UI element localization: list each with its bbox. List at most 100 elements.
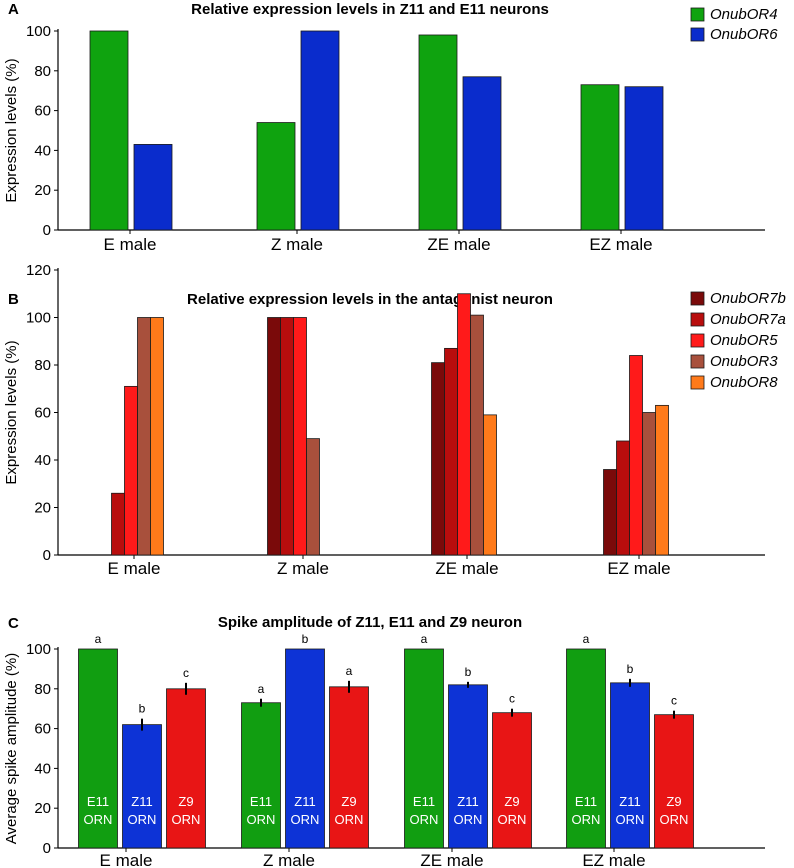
bar-label: Z11 xyxy=(619,794,640,809)
bar-label: ORN xyxy=(172,812,201,827)
bar xyxy=(642,412,656,556)
bar xyxy=(150,317,164,556)
y-tick-label: 0 xyxy=(43,222,51,239)
significance-letter: b xyxy=(465,665,472,679)
panel-label: C xyxy=(8,615,19,632)
bar xyxy=(566,648,606,849)
x-tick-label: E male xyxy=(104,235,157,254)
bar xyxy=(293,317,307,556)
bar xyxy=(122,724,162,849)
bar xyxy=(89,30,129,231)
y-tick-label: 20 xyxy=(34,182,51,199)
y-tick-label: 60 xyxy=(34,103,51,120)
bar xyxy=(418,34,458,231)
bar xyxy=(280,317,294,556)
y-tick-label: 0 xyxy=(43,840,51,857)
significance-letter: a xyxy=(258,682,265,696)
bar xyxy=(448,684,488,849)
bar-label: ORN xyxy=(498,812,527,827)
bar xyxy=(457,293,471,556)
bar xyxy=(624,86,664,231)
bar-label: E11 xyxy=(87,794,109,809)
y-tick-label: 100 xyxy=(26,310,51,327)
bar xyxy=(629,355,643,556)
y-axis-label: Expression levels (%) xyxy=(3,340,20,484)
x-tick-label: EZ male xyxy=(589,235,652,254)
bar-label: ORN xyxy=(410,812,439,827)
x-tick-label: Z male xyxy=(271,235,323,254)
y-tick-label: 80 xyxy=(34,357,51,374)
x-tick-label: EZ male xyxy=(582,851,645,868)
bar xyxy=(256,122,296,231)
legend-label: OnubOR3 xyxy=(710,353,778,370)
x-tick-label: ZE male xyxy=(420,851,483,868)
bar-label: ORN xyxy=(660,812,689,827)
significance-letter: a xyxy=(421,632,428,646)
legend-label: OnubOR6 xyxy=(710,26,778,43)
bar xyxy=(78,648,118,849)
panel-label: B xyxy=(8,291,19,308)
y-tick-label: 100 xyxy=(26,23,51,40)
bar xyxy=(444,347,458,556)
y-tick-label: 40 xyxy=(34,760,51,777)
significance-letter: c xyxy=(183,666,189,680)
bar-label: ORN xyxy=(84,812,113,827)
bar xyxy=(404,648,444,849)
bar xyxy=(285,648,325,849)
y-tick-label: 60 xyxy=(34,405,51,422)
significance-letter: a xyxy=(583,632,590,646)
bar-label: E11 xyxy=(575,794,597,809)
significance-letter: a xyxy=(346,664,353,678)
bar xyxy=(483,414,497,556)
bar-label: Z11 xyxy=(131,794,152,809)
bar-label: ORN xyxy=(572,812,601,827)
bar xyxy=(580,84,620,231)
bar xyxy=(616,440,630,556)
x-tick-label: Z male xyxy=(277,559,329,578)
x-tick-label: E male xyxy=(108,559,161,578)
chart-title: Relative expression levels in Z11 and E1… xyxy=(191,1,549,18)
bar-label: Z9 xyxy=(504,794,519,809)
chart-title: Spike amplitude of Z11, E11 and Z9 neuro… xyxy=(218,614,522,631)
bar-label: Z9 xyxy=(178,794,193,809)
bar-label: E11 xyxy=(250,794,272,809)
legend-swatch xyxy=(690,333,705,348)
bar xyxy=(124,385,138,556)
bar-label: Z9 xyxy=(341,794,356,809)
y-axis-label: Expression levels (%) xyxy=(3,58,20,202)
bar xyxy=(166,688,206,849)
y-tick-label: 40 xyxy=(34,452,51,469)
bar xyxy=(655,404,669,556)
bar xyxy=(111,492,125,556)
y-tick-label: 100 xyxy=(26,641,51,658)
bar xyxy=(431,362,445,556)
legend-swatch xyxy=(690,7,705,22)
x-tick-label: E male xyxy=(100,851,153,868)
legend-swatch xyxy=(690,27,705,42)
x-tick-label: Z male xyxy=(263,851,315,868)
y-tick-label: 40 xyxy=(34,142,51,159)
bar xyxy=(492,712,532,849)
bar xyxy=(137,317,151,556)
y-axis-label: Average spike amplitude (%) xyxy=(3,653,20,844)
y-tick-label: 60 xyxy=(34,721,51,738)
bar xyxy=(306,438,320,556)
bar-label: ORN xyxy=(616,812,645,827)
bar-label: E11 xyxy=(413,794,435,809)
bar xyxy=(654,714,694,849)
panel-label: A xyxy=(8,1,19,18)
bar-label: ORN xyxy=(128,812,157,827)
bar xyxy=(267,317,281,556)
bar xyxy=(470,314,484,556)
bar-label: Z9 xyxy=(666,794,681,809)
bar-label: ORN xyxy=(247,812,276,827)
x-tick-label: ZE male xyxy=(427,235,490,254)
bar xyxy=(610,682,650,849)
y-tick-label: 20 xyxy=(34,500,51,517)
legend-swatch xyxy=(690,291,705,306)
panel-c: C Spike amplitude of Z11, E11 and Z9 neur… xyxy=(3,614,765,868)
x-tick-label: ZE male xyxy=(435,559,498,578)
significance-letter: b xyxy=(139,702,146,716)
significance-letter: b xyxy=(302,632,309,646)
